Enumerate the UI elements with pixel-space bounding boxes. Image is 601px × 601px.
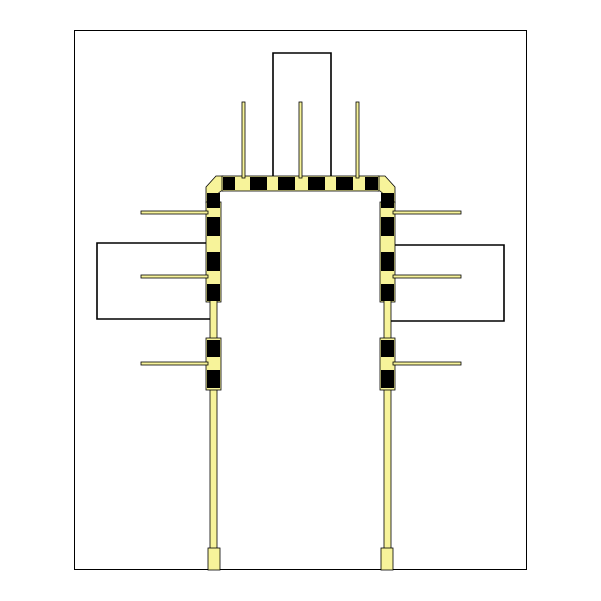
block-top-3 — [278, 177, 295, 190]
block-left-5 — [207, 340, 220, 357]
block-right-6 — [381, 370, 394, 388]
block-right-2 — [381, 217, 394, 236]
block-right-3 — [381, 252, 394, 271]
block-left-1 — [207, 193, 220, 208]
block-left-2 — [207, 217, 220, 236]
block-left-4 — [207, 284, 220, 301]
block-top-1 — [223, 177, 235, 190]
stub-top-center — [299, 102, 302, 178]
stub-right-1 — [393, 211, 461, 214]
stub-left-3 — [141, 362, 208, 365]
block-top-5 — [336, 177, 353, 190]
stub-left-1 — [141, 211, 208, 214]
stub-top-right — [356, 102, 359, 178]
block-left-6 — [207, 370, 220, 388]
block-top-6 — [365, 177, 378, 190]
stub-right-3 — [393, 362, 461, 365]
block-left-3 — [207, 252, 220, 271]
block-top-4 — [308, 177, 325, 190]
block-top-2 — [250, 177, 267, 190]
stub-left-2 — [141, 275, 208, 278]
block-right-1 — [381, 193, 394, 208]
trace-left-bottom-pad — [208, 548, 220, 570]
stub-right-2 — [393, 275, 461, 278]
trace-right-bottom-pad — [381, 548, 393, 570]
block-right-5 — [381, 340, 394, 357]
stub-top-left — [242, 102, 245, 178]
block-right-4 — [381, 284, 394, 301]
